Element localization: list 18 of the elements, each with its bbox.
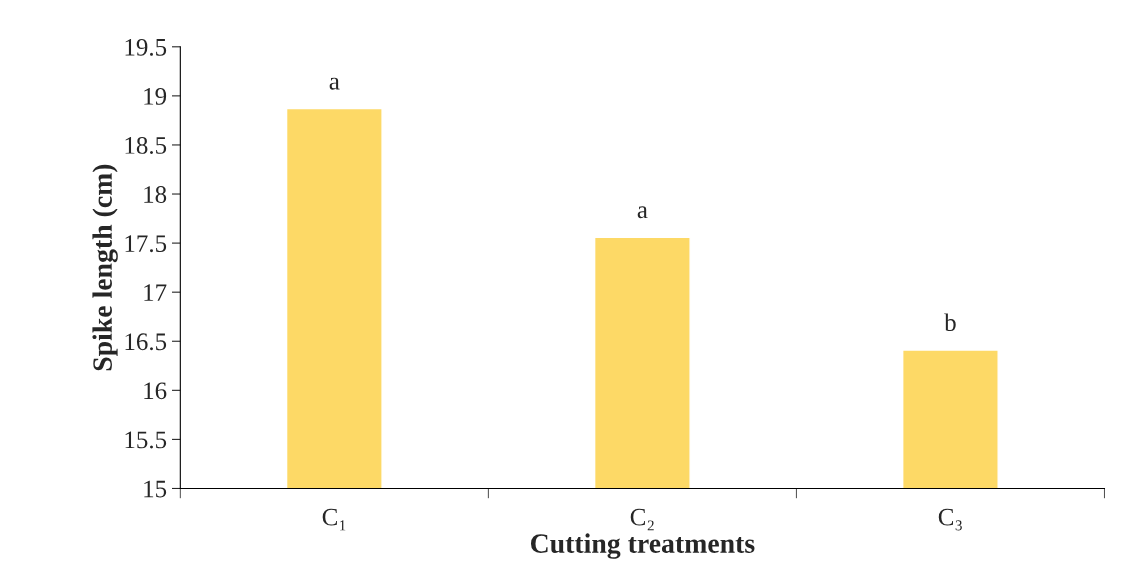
y-tick-label: 19.5	[125, 38, 167, 56]
x-axis-title: Cutting treatments	[530, 533, 755, 559]
y-tick-label: 18.5	[125, 137, 167, 154]
x-tick-label: C₁	[322, 508, 346, 531]
x-tick-label: C₃	[938, 508, 962, 531]
x-tick-label: C₂	[630, 508, 654, 531]
annotation: a	[329, 77, 340, 90]
y-tick-label: 16	[144, 382, 167, 400]
annotation: a	[637, 206, 648, 219]
y-tick-label: 17.5	[125, 235, 167, 253]
y-tick-label: 19	[144, 87, 167, 105]
y-axis-title: Spike length (cm)	[92, 164, 118, 371]
y-tick-label: 15	[144, 480, 167, 498]
y-tick-label: 15.5	[125, 431, 167, 449]
y-tick-label: 18	[144, 186, 167, 203]
y-tick-label: 17	[144, 284, 167, 301]
annotation: b	[944, 313, 956, 332]
y-tick-label: 16.5	[125, 333, 167, 351]
